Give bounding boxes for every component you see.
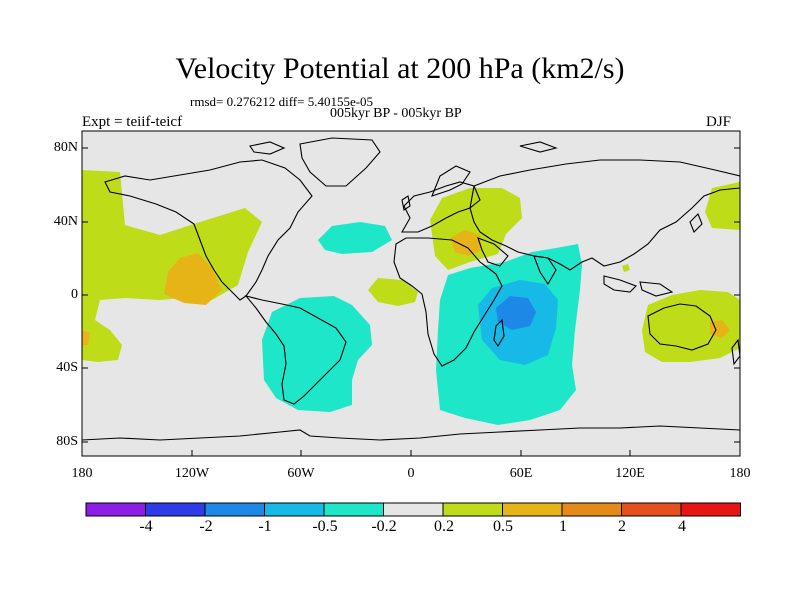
colorbar-box	[323, 502, 384, 517]
colorbar-label: 1	[559, 518, 567, 535]
experiment-label: Expt = teiif-teicf	[82, 114, 183, 130]
contour-fields	[82, 170, 740, 425]
x-tick-label: 60E	[509, 466, 533, 481]
colorbar-label: -2	[199, 518, 213, 535]
y-tick-label: 40N	[53, 214, 78, 229]
contour-indian-core	[496, 296, 536, 330]
colorbar-box	[502, 502, 563, 517]
x-tick-label: 120W	[174, 466, 210, 481]
colorbar-label: 2	[618, 518, 626, 535]
y-tick-label: 80N	[53, 140, 78, 155]
plot-title: Velocity Potential at 200 hPa (km2/s)	[175, 52, 625, 85]
coastlines	[82, 137, 740, 441]
colorbar-box	[680, 502, 741, 517]
colorbar-box	[145, 502, 206, 517]
colorbar-label: 0.5	[493, 518, 513, 535]
colorbar-box	[442, 502, 503, 517]
contour-australia-core	[710, 320, 730, 338]
contour-atlantic-negative	[318, 222, 392, 254]
x-tick-label: 60W	[287, 466, 315, 481]
contour-pacific-positive	[82, 170, 262, 362]
x-tick-label: 180	[71, 466, 93, 481]
contour-west-edge	[82, 330, 90, 345]
contour-small-positive	[622, 264, 630, 272]
y-tick-label: 40S	[56, 360, 78, 375]
contour-pacific-core	[164, 253, 222, 305]
stats-subtitle: rmsd= 0.276212 diff= 5.40155e-05	[190, 94, 374, 109]
x-tick-label: 120E	[615, 466, 645, 481]
contour-australia-positive	[642, 290, 740, 362]
y-tick-marks	[82, 147, 740, 443]
colorbar-box	[621, 502, 682, 517]
contour-east-edge-positive	[705, 182, 740, 230]
colorbar-box	[383, 502, 444, 517]
x-tick-label: 0	[407, 466, 415, 481]
contour-mideast-core	[450, 230, 482, 256]
contour-samerica-negative	[262, 296, 372, 412]
colorbar-label: -4	[139, 518, 153, 535]
colorbar-label: 4	[678, 518, 686, 535]
colorbar-box	[264, 502, 325, 517]
y-tick-label: 0	[71, 287, 78, 302]
colorbar-label: -0.5	[312, 518, 338, 535]
colorbar-box	[204, 502, 265, 517]
season-label: DJF	[706, 114, 732, 130]
contour-mideast-positive	[430, 188, 522, 270]
colorbar-box	[561, 502, 622, 517]
x-tick-label: 180	[729, 466, 751, 481]
colorbar	[85, 502, 741, 517]
colorbar-label: 0.2	[434, 518, 454, 535]
colorbar-label: -1	[258, 518, 272, 535]
colorbar-box	[85, 502, 146, 517]
contour-atlantic-positive	[368, 278, 418, 306]
y-tick-label: 80S	[56, 434, 78, 449]
period-subtitle: 005kyr BP - 005kyr BP	[330, 106, 462, 121]
x-tick-marks	[81, 450, 741, 456]
colorbar-label: -0.2	[371, 518, 397, 535]
